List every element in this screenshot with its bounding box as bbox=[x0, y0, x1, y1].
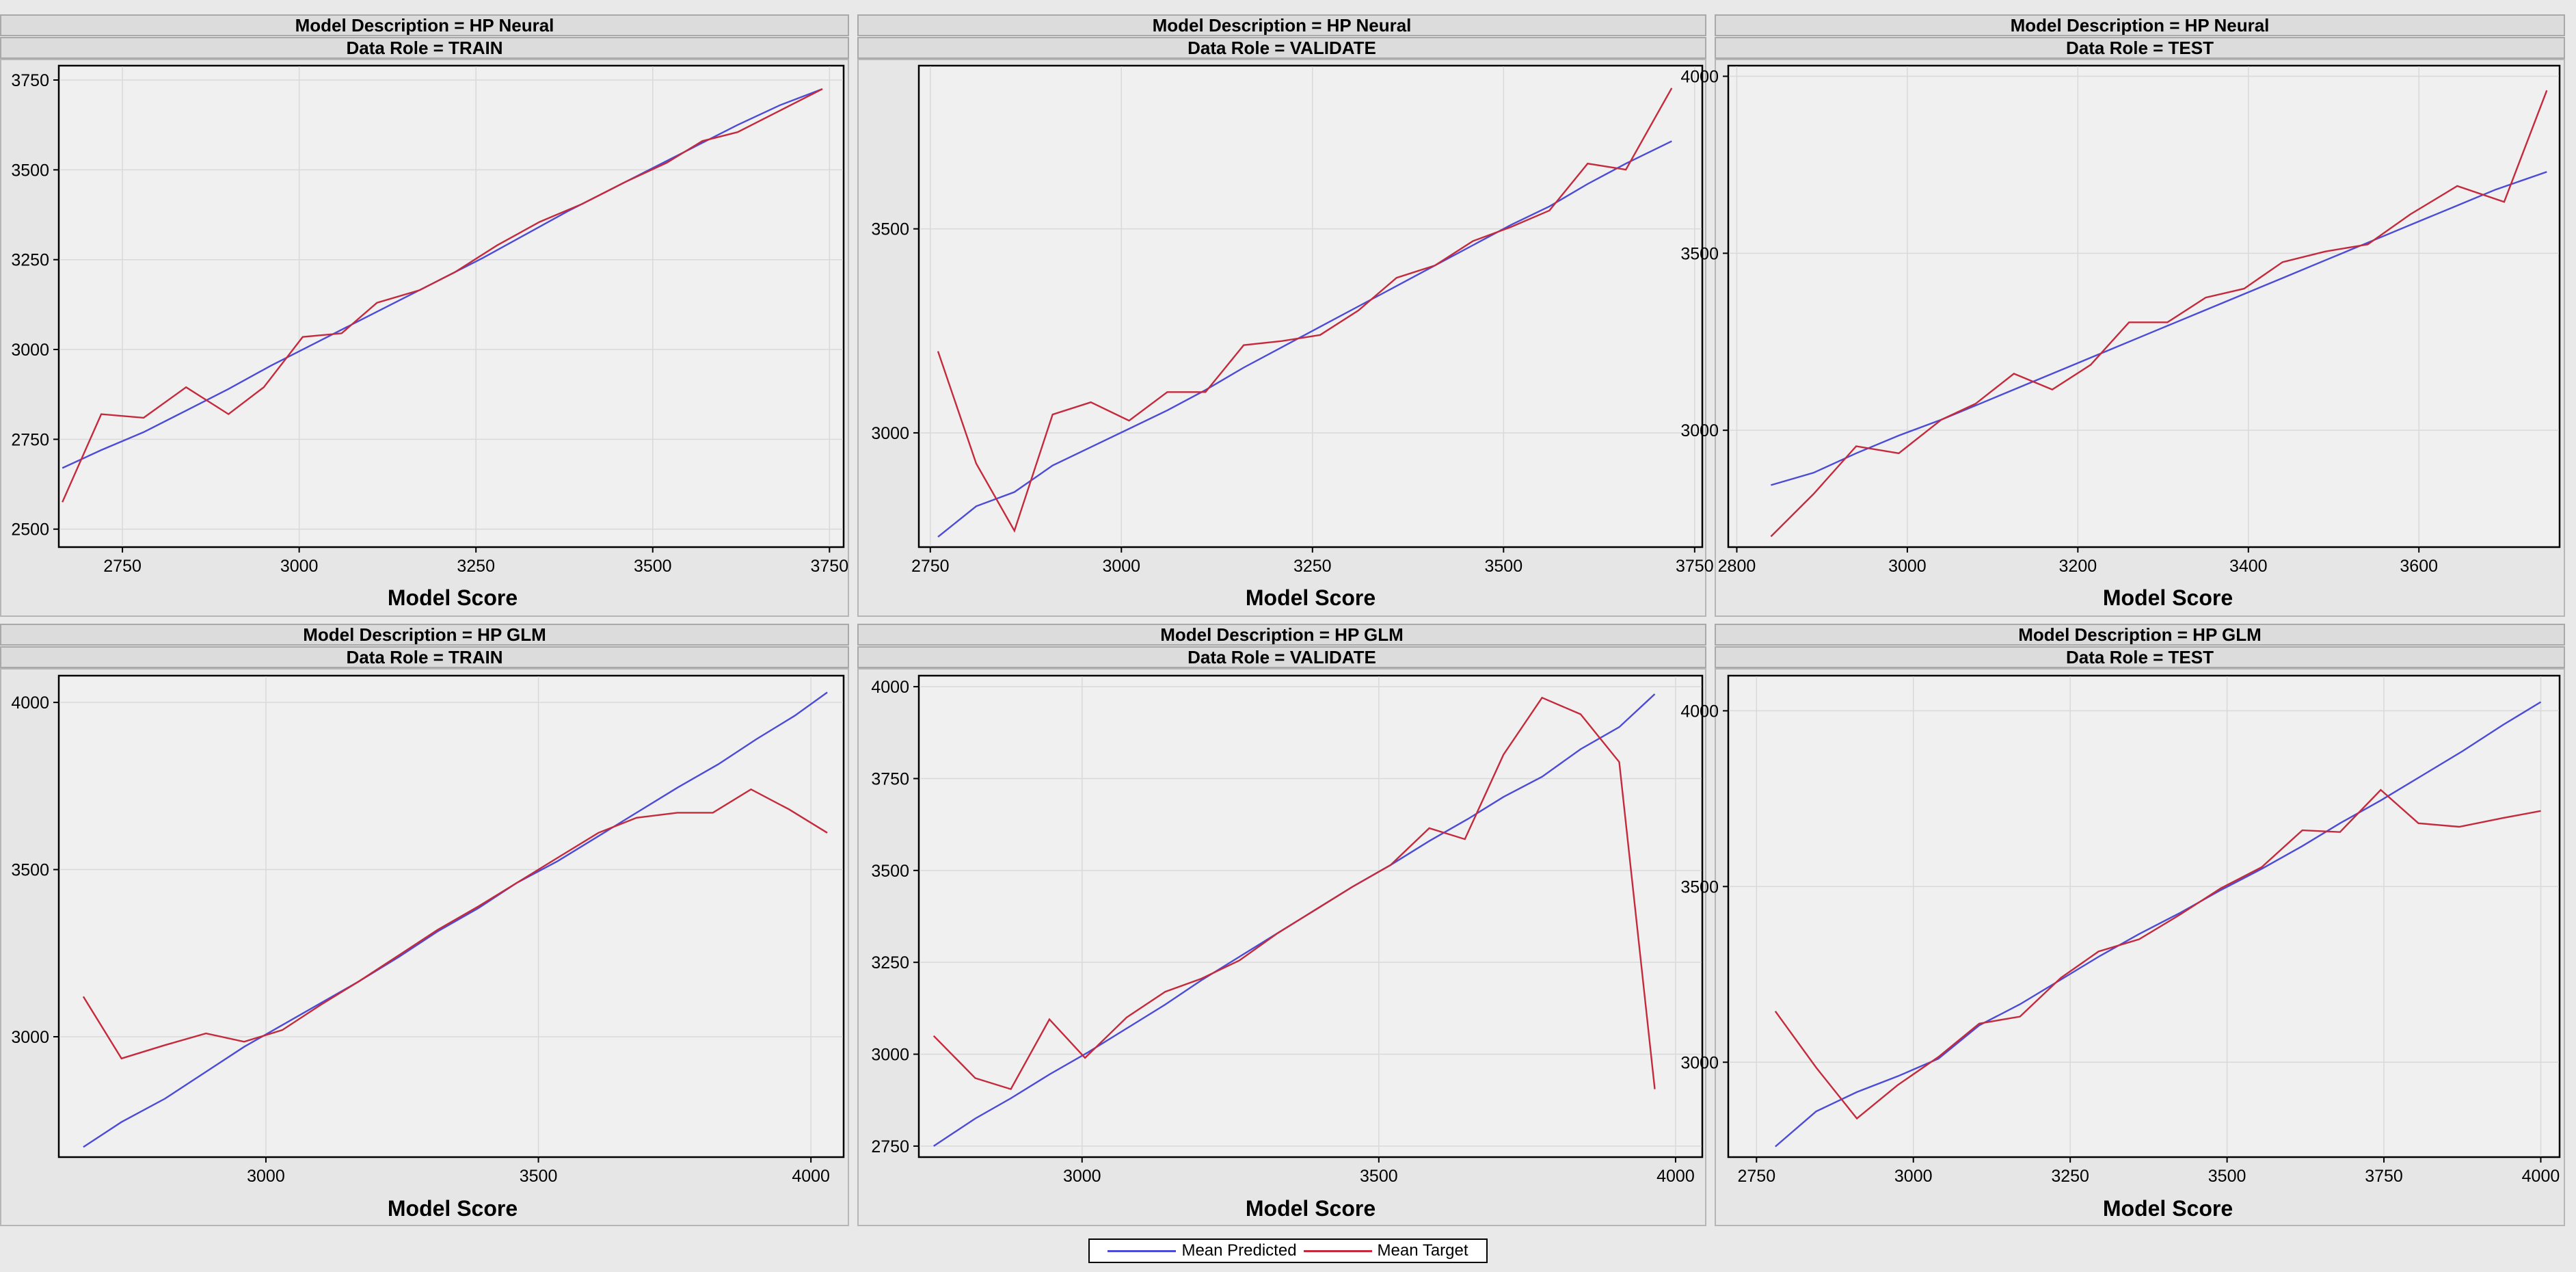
panel-5-xtick-label-0: 3000 bbox=[1063, 1167, 1101, 1186]
panel-4-chart: 3000 3500 4000 3000 3500 4000 Model Score bbox=[11, 674, 845, 1221]
legend-label-mean-predicted: Mean Predicted bbox=[1181, 1241, 1297, 1260]
panel-3-xtick-label-3: 3400 bbox=[2229, 557, 2268, 576]
panel-2-model-header: Model Description = HP Neural bbox=[857, 14, 1706, 36]
panel-6-series-mean-target-line bbox=[1774, 789, 2541, 1120]
panel-1-xtick-label-1: 3000 bbox=[280, 557, 319, 576]
panel-5-ytick-label-3: 3500 bbox=[871, 862, 909, 881]
panel-2-plot-area bbox=[917, 64, 1704, 548]
panel-1-series-mean-target-line bbox=[62, 88, 823, 503]
panel-1-xaxis-label: Model Score bbox=[388, 585, 518, 610]
panel-6-xtick-label-0: 2750 bbox=[1737, 1167, 1775, 1186]
panel-4-xtick-label-0: 3000 bbox=[247, 1167, 285, 1186]
panel-2-ytick-label-0: 3000 bbox=[871, 424, 909, 443]
panel-1-xtick-label-3: 3500 bbox=[634, 557, 672, 576]
panel-1-ytick-label-0: 2500 bbox=[11, 520, 49, 540]
legend-item-mean-target: Mean Target bbox=[1303, 1241, 1468, 1260]
panel-1-ytick-label-4: 3500 bbox=[11, 161, 49, 180]
panel-1-xtick-label-2: 3250 bbox=[457, 557, 495, 576]
panel-2-xtick-label-4: 3750 bbox=[1676, 557, 1714, 576]
panel-1-chart: 2750 3000 3250 3500 3750 2500 2750 3000 3250 3500… bbox=[11, 64, 849, 610]
panel-2-chart: 2750 3000 3250 3500 3750 3000 3500 Model Score bbox=[871, 64, 1714, 610]
panel-1-plot-area bbox=[57, 64, 845, 548]
panel-3-model-header: Model Description = HP Neural bbox=[1715, 14, 2565, 36]
panel-6-role-header: Data Role = TEST bbox=[1715, 646, 2565, 668]
panel-3-plot-area bbox=[1727, 64, 2561, 548]
panel-1-ytick-label-3: 3250 bbox=[11, 251, 49, 270]
panel-5-model-header: Model Description = HP GLM bbox=[857, 624, 1706, 646]
panel-2-xtick-label-2: 3250 bbox=[1293, 557, 1332, 576]
panel-2-series-mean-predicted-line bbox=[937, 140, 1672, 538]
panel-2-xaxis-label: Model Score bbox=[1246, 585, 1376, 610]
panel-4-xtick-label-1: 3500 bbox=[520, 1167, 558, 1186]
legend-label-mean-target: Mean Target bbox=[1377, 1241, 1468, 1260]
panel-4-role-header: Data Role = TRAIN bbox=[0, 646, 849, 668]
panel-3-ytick-label-2: 4000 bbox=[1680, 68, 1719, 87]
panel-6-chart: 2750 3000 3250 3500 3750 4000 3000 3500 4000 Mode… bbox=[1680, 674, 2561, 1221]
panel-3-xtick-label-4: 3600 bbox=[2400, 557, 2438, 576]
panel-2-xtick-label-3: 3500 bbox=[1484, 557, 1522, 576]
panel-6-plot-area bbox=[1727, 674, 2561, 1158]
legend-swatch-mean-target bbox=[1303, 1249, 1372, 1252]
panel-4-series-mean-target-line bbox=[82, 788, 828, 1060]
panel-2-xtick-label-0: 2750 bbox=[911, 557, 950, 576]
panel-5-plot-area bbox=[917, 674, 1704, 1158]
panel-3-series-mean-predicted-line bbox=[1771, 171, 2547, 486]
panel-2-xtick-label-1: 3000 bbox=[1102, 557, 1140, 576]
panel-3-ytick-label-1: 3500 bbox=[1680, 244, 1719, 263]
panel-3-series-mean-target-line bbox=[1770, 90, 2548, 538]
panel-3-xaxis-label: Model Score bbox=[2103, 585, 2233, 610]
panel-5-xaxis-label: Model Score bbox=[1246, 1196, 1376, 1221]
panel-6-xtick-label-4: 3750 bbox=[2365, 1167, 2403, 1186]
panel-5-ytick-label-4: 3750 bbox=[871, 769, 909, 789]
panel-4-xaxis-label: Model Score bbox=[388, 1196, 518, 1221]
panel-6-xtick-label-3: 3500 bbox=[2208, 1167, 2246, 1186]
panel-4-ytick-label-1: 3500 bbox=[11, 861, 49, 880]
panel-1-ytick-label-5: 3750 bbox=[11, 71, 49, 90]
panel-5-xtick-label-1: 3500 bbox=[1360, 1167, 1398, 1186]
panel-4-xtick-label-2: 4000 bbox=[792, 1167, 830, 1186]
legend-item-mean-predicted: Mean Predicted bbox=[1108, 1241, 1297, 1260]
panel-4-ytick-label-2: 4000 bbox=[11, 693, 49, 713]
panel-3-xtick-label-0: 2800 bbox=[1718, 557, 1756, 576]
panel-6-xtick-label-5: 4000 bbox=[2522, 1167, 2560, 1186]
panel-6-ytick-label-0: 3000 bbox=[1680, 1053, 1719, 1072]
panel-1-xtick-label-4: 3750 bbox=[811, 557, 849, 576]
panel-6-series-mean-predicted-line bbox=[1775, 701, 2542, 1148]
panel-6-ytick-label-2: 4000 bbox=[1680, 702, 1719, 721]
panel-5-ytick-label-5: 4000 bbox=[871, 678, 909, 697]
panel-2-series-mean-target-line bbox=[937, 88, 1673, 533]
panel-5-xtick-label-2: 4000 bbox=[1656, 1167, 1695, 1186]
legend: Mean Predicted Mean Target bbox=[1088, 1238, 1488, 1263]
panel-1-ytick-label-1: 2750 bbox=[11, 430, 49, 449]
panel-3-xtick-label-2: 3200 bbox=[2059, 557, 2097, 576]
panel-2-ytick-label-1: 3500 bbox=[871, 220, 909, 239]
panel-5-role-header: Data Role = VALIDATE bbox=[857, 646, 1706, 668]
panel-6-xaxis-label: Model Score bbox=[2103, 1196, 2233, 1221]
panel-4-model-header: Model Description = HP GLM bbox=[0, 624, 849, 646]
panel-5-ytick-label-0: 2750 bbox=[871, 1137, 909, 1156]
panel-3-role-header: Data Role = TEST bbox=[1715, 37, 2565, 59]
panel-6-model-header: Model Description = HP GLM bbox=[1715, 624, 2565, 646]
panel-6-ytick-label-1: 3500 bbox=[1680, 877, 1719, 897]
panel-3-xtick-label-1: 3000 bbox=[1888, 557, 1927, 576]
panel-4-series-mean-predicted-line bbox=[83, 691, 828, 1148]
panel-1-xtick-label-0: 2750 bbox=[103, 557, 142, 576]
panel-3-ytick-label-0: 3000 bbox=[1680, 421, 1719, 440]
panel-4-ytick-label-0: 3000 bbox=[11, 1028, 49, 1047]
legend-swatch-mean-predicted bbox=[1108, 1249, 1177, 1252]
panel-5-chart: 3000 3500 4000 2750 3000 3250 3500 3750 4000 Mode… bbox=[871, 674, 1704, 1221]
panel-1-role-header: Data Role = TRAIN bbox=[0, 37, 849, 59]
panel-4-plot-area bbox=[57, 674, 845, 1158]
panel-1-ytick-label-2: 3000 bbox=[11, 341, 49, 360]
panel-2-role-header: Data Role = VALIDATE bbox=[857, 37, 1706, 59]
panel-6-xtick-label-2: 3250 bbox=[2051, 1167, 2089, 1186]
panel-5-ytick-label-1: 3000 bbox=[871, 1046, 909, 1065]
panel-3-chart: 2800 3000 3200 3400 3600 3000 3500 4000 Model Sc… bbox=[1680, 64, 2561, 610]
panel-5-ytick-label-2: 3250 bbox=[871, 953, 909, 972]
panel-1-model-header: Model Description = HP Neural bbox=[0, 14, 849, 36]
panel-5-series-mean-target-line bbox=[933, 696, 1656, 1091]
panel-6-xtick-label-1: 3000 bbox=[1894, 1167, 1933, 1186]
